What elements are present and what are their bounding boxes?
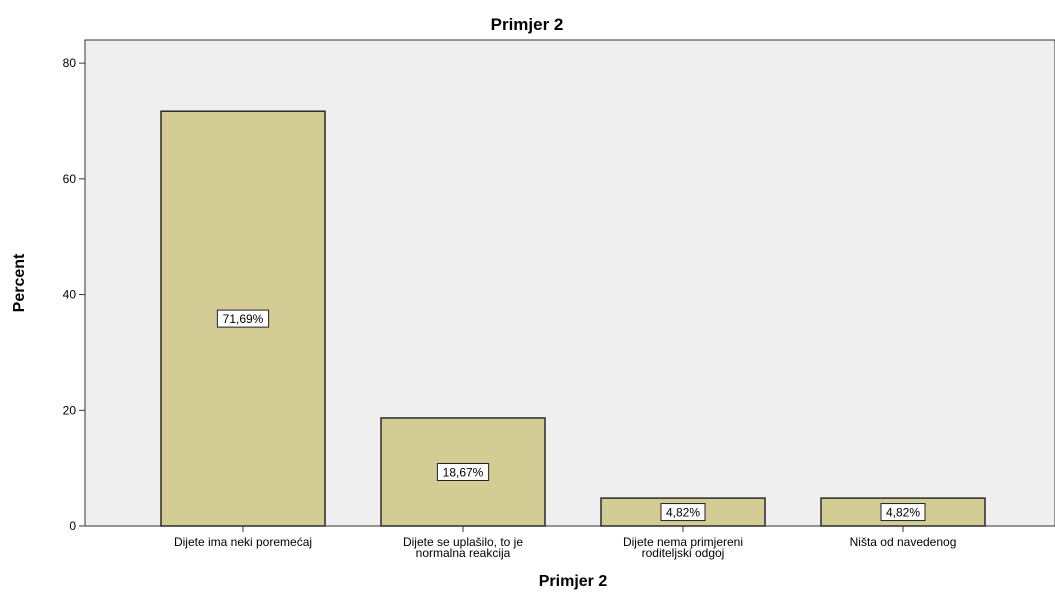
x-axis: Dijete ima neki poremećaj Dijete se uplaš… [174,526,956,560]
y-tick-label: 60 [63,172,77,186]
y-axis-title: Percent [11,253,28,312]
data-label: 4,82% [666,506,700,520]
x-category-label: Dijete se uplašilo, to je [403,535,523,549]
data-label: 71,69% [223,312,264,326]
bar [160,110,326,527]
x-category-label: normalna reakcija [416,546,511,560]
y-tick-label: 0 [69,519,76,533]
data-label-box [880,503,926,522]
data-label: 18,67% [443,465,484,479]
y-tick-label: 20 [63,403,77,417]
data-label: 4,82% [886,506,920,520]
x-category-label: Dijete nema primjereni [623,535,743,549]
chart-title: Primjer 2 [491,15,564,34]
data-label-box [436,462,490,481]
x-axis-title: Primjer 2 [539,573,608,590]
x-category-label: roditeljski odgoj [642,546,725,560]
y-tick-label: 40 [63,288,77,302]
data-label-box [216,309,270,328]
bars-group: 71,69% 18,67% 4,82% 4,82% [160,110,986,527]
x-category-label: Ništa od navedenog [850,535,957,549]
y-axis: 0 20 40 60 80 [63,56,85,533]
x-category-label: Dijete ima neki poremećaj [174,535,312,549]
y-tick-label: 80 [63,56,77,70]
data-label-box [660,503,706,522]
